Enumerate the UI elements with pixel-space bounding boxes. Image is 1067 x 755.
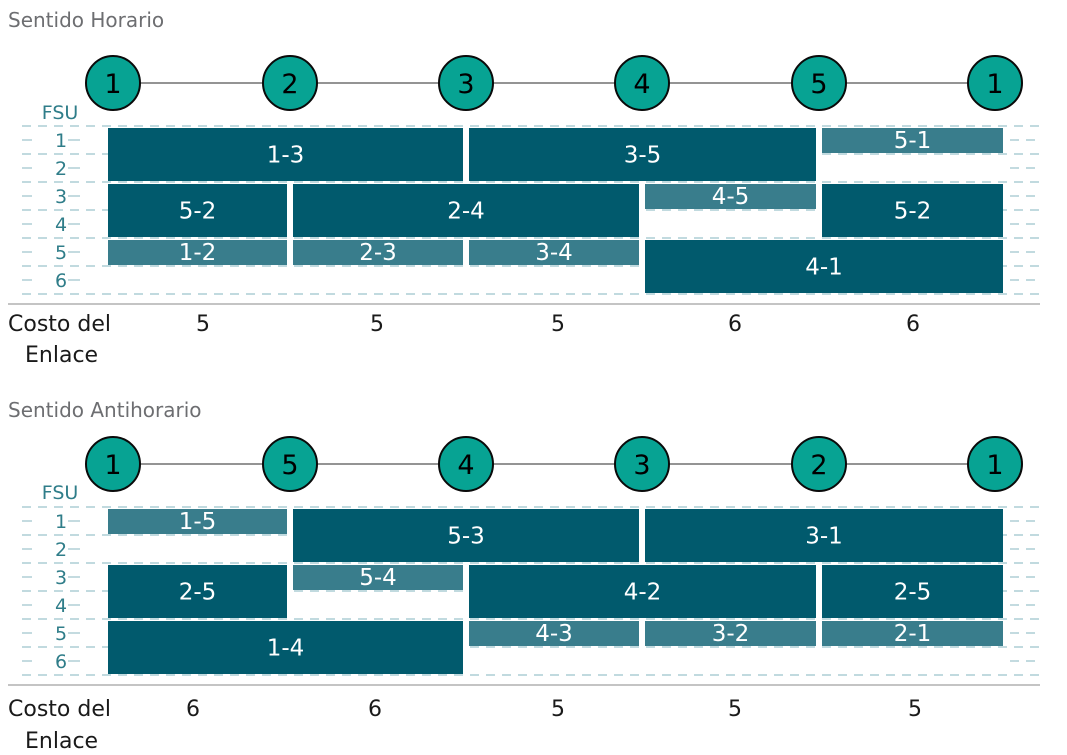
- node-circle: [438, 436, 494, 492]
- block-label: 5-2: [894, 199, 932, 225]
- node-label: 4: [457, 450, 474, 481]
- link-cost-value: 5: [551, 697, 565, 722]
- fsu-label: 1: [55, 130, 67, 152]
- block-label: 5-2: [179, 199, 217, 225]
- spectrum-block: [645, 621, 816, 646]
- node-label: 5: [281, 450, 298, 481]
- spectrum-block: [108, 565, 287, 618]
- spectrum-block: [293, 240, 463, 265]
- block-label: 5-1: [894, 128, 932, 154]
- fsu-label: 4: [55, 595, 67, 617]
- block-label: 4-2: [624, 580, 662, 606]
- node-circle: [791, 55, 847, 111]
- spectrum-block: [108, 509, 287, 534]
- spectrum-block: [822, 621, 1003, 646]
- node-circle: [614, 436, 670, 492]
- fsu-label: 6: [55, 270, 67, 292]
- block-label: 3-2: [712, 621, 750, 647]
- node-label: 2: [810, 450, 827, 481]
- spectrum-block: [822, 184, 1003, 237]
- node-circle: [967, 436, 1023, 492]
- spectrum-block: [822, 128, 1003, 153]
- fsu-label: 5: [55, 623, 67, 645]
- block-label: 4-5: [712, 184, 750, 210]
- fsu-label: 6: [55, 651, 67, 673]
- link-cost-value: 5: [370, 312, 384, 337]
- spectrum-block: [108, 621, 463, 674]
- block-label: 2-3: [359, 240, 397, 266]
- block-label: 4-1: [805, 255, 843, 281]
- link-cost-value: 6: [906, 312, 920, 337]
- cost-label: Costo del: [8, 312, 111, 337]
- block-label: 1-2: [179, 240, 217, 266]
- node-circle: [614, 55, 670, 111]
- block-label: 3-1: [805, 524, 843, 550]
- block-label: 2-5: [894, 580, 932, 606]
- link-cost-value: 5: [551, 312, 565, 337]
- node-circle: [85, 436, 141, 492]
- link-cost-value: 6: [368, 697, 382, 722]
- fsu-label: 2: [55, 539, 67, 561]
- fsu-label: 4: [55, 214, 67, 236]
- block-label: 3-5: [624, 143, 662, 169]
- spectrum-block: [469, 621, 639, 646]
- spectrum-block: [293, 184, 639, 237]
- spectrum-block: [108, 240, 287, 265]
- fsu-label: 3: [55, 186, 67, 208]
- link-cost-value: 6: [186, 697, 200, 722]
- block-label: 4-3: [535, 621, 573, 647]
- spectrum-block: [108, 184, 287, 237]
- node-circle: [967, 55, 1023, 111]
- cost-label: Costo del: [8, 697, 111, 722]
- link-cost-value: 5: [728, 697, 742, 722]
- fsu-label: 2: [55, 158, 67, 180]
- spectrum-block: [469, 565, 816, 618]
- block-label: 2-1: [894, 621, 932, 647]
- block-label: 1-3: [267, 143, 305, 169]
- node-label: 1: [986, 69, 1003, 100]
- node-label: 3: [633, 450, 650, 481]
- node-label: 1: [986, 450, 1003, 481]
- node-circle: [262, 436, 318, 492]
- block-label: 2-5: [179, 580, 217, 606]
- spectrum-block: [293, 509, 639, 562]
- fsu-label: 5: [55, 242, 67, 264]
- block-label: 1-5: [179, 509, 217, 535]
- block-label: 1-4: [267, 636, 305, 662]
- fsu-header: FSU: [42, 102, 79, 124]
- spectrum-block: [645, 509, 1003, 562]
- link-cost-value: 5: [196, 312, 210, 337]
- node-circle: [438, 55, 494, 111]
- fsu-label: 3: [55, 567, 67, 589]
- fsu-header: FSU: [42, 482, 79, 504]
- node-label: 5: [810, 69, 827, 100]
- spectrum-block: [469, 128, 816, 181]
- node-label: 3: [457, 69, 474, 100]
- spectrum-block: [645, 184, 816, 209]
- spectrum-block: [108, 128, 463, 181]
- node-label: 2: [281, 69, 298, 100]
- spectrum-block: [469, 240, 639, 265]
- cost-label: Enlace: [25, 729, 98, 754]
- link-cost-value: 5: [908, 697, 922, 722]
- block-label: 3-4: [535, 240, 573, 266]
- block-label: 5-4: [359, 565, 397, 591]
- block-label: 2-4: [447, 199, 485, 225]
- spectrum-block: [293, 565, 463, 590]
- spectrum-block: [822, 565, 1003, 618]
- node-circle: [791, 436, 847, 492]
- node-label: 4: [633, 69, 650, 100]
- node-label: 1: [104, 69, 121, 100]
- spectrum-block: [645, 240, 1003, 293]
- fsu-label: 1: [55, 511, 67, 533]
- section-title: Sentido Antihorario: [8, 398, 202, 422]
- block-label: 5-3: [447, 524, 485, 550]
- node-label: 1: [104, 450, 121, 481]
- section-title: Sentido Horario: [8, 8, 164, 32]
- node-circle: [85, 55, 141, 111]
- cost-label: Enlace: [25, 343, 98, 368]
- node-circle: [262, 55, 318, 111]
- link-cost-value: 6: [728, 312, 742, 337]
